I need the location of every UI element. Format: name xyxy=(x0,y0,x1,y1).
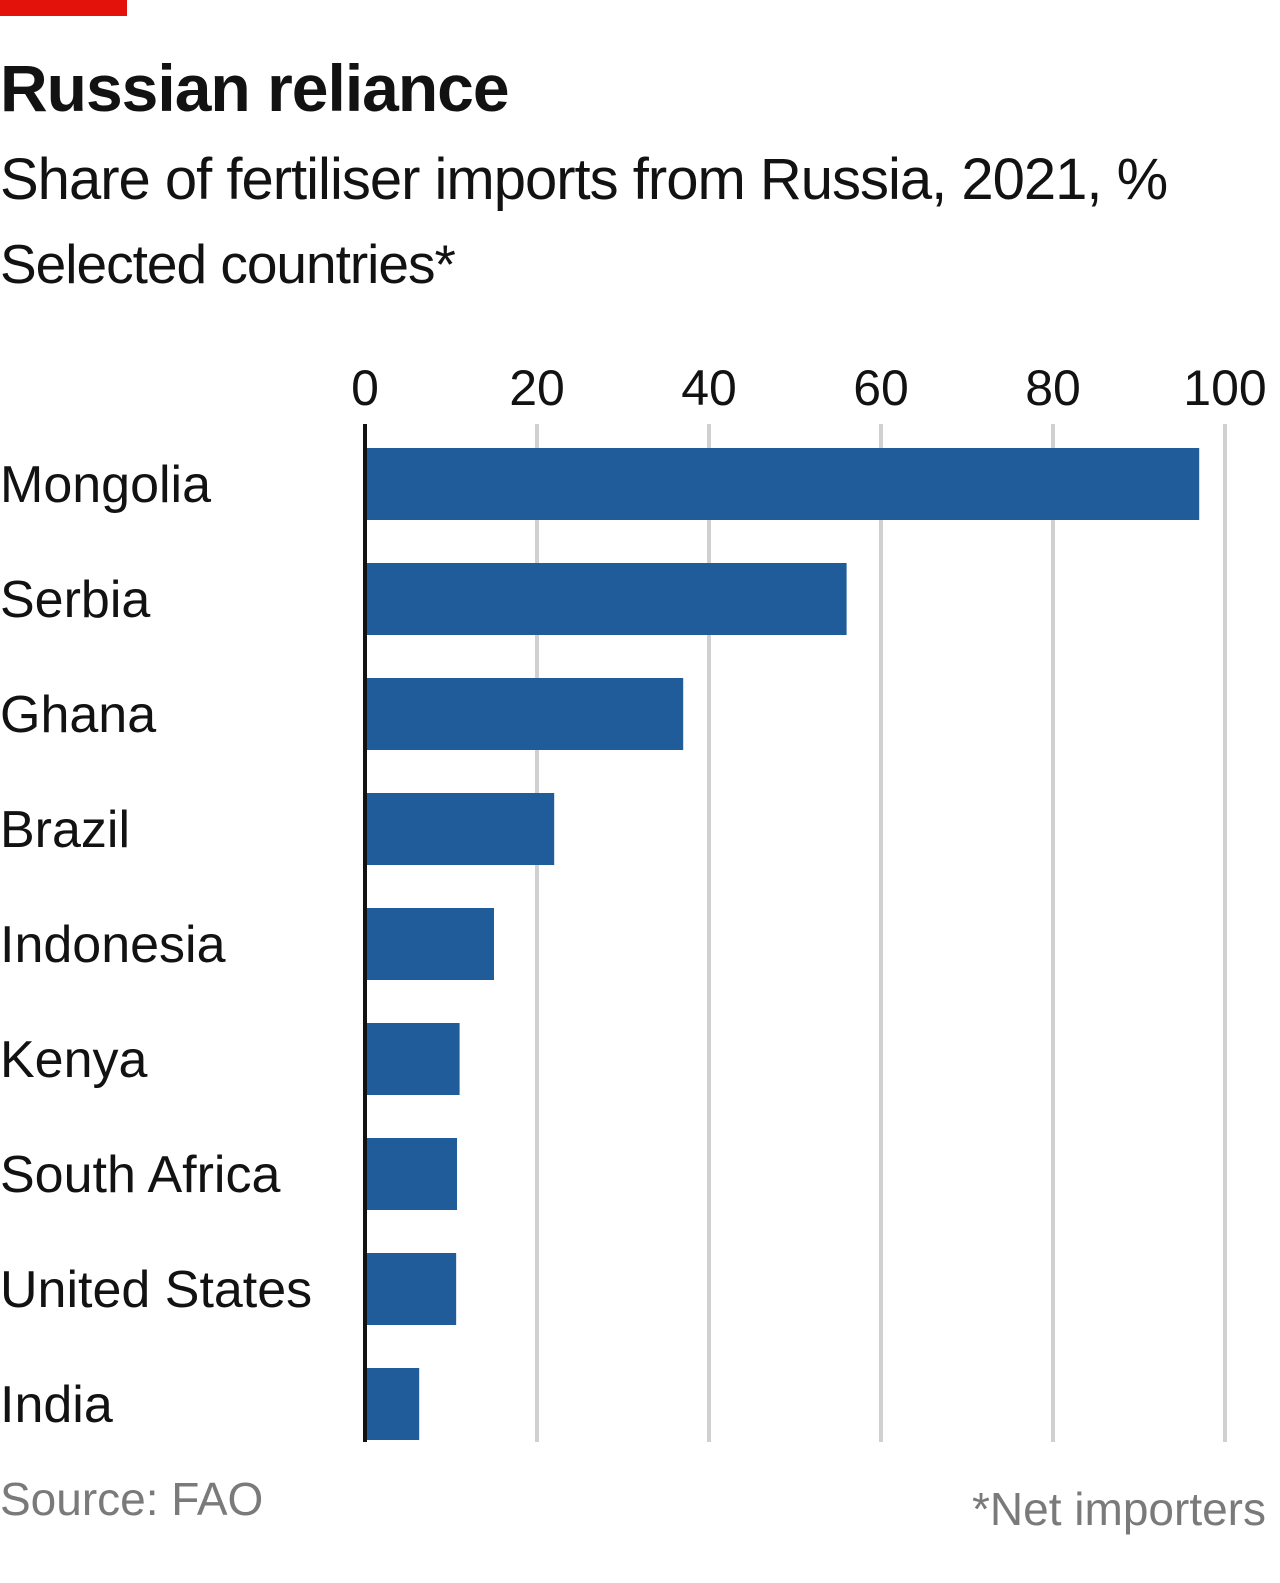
category-label: Serbia xyxy=(0,571,150,629)
category-label: South Africa xyxy=(0,1146,280,1204)
bar-kenya xyxy=(365,1023,460,1095)
chart-title: Russian reliance xyxy=(0,51,510,125)
footnote: *Net importers xyxy=(972,1483,1266,1535)
category-label: United States xyxy=(0,1261,312,1319)
bar-south-africa xyxy=(365,1138,458,1210)
x-tick-label: 60 xyxy=(853,360,909,416)
category-label: India xyxy=(0,1376,113,1434)
x-tick-label: 0 xyxy=(351,360,379,416)
x-tick-label: 40 xyxy=(681,360,737,416)
x-tick-label: 20 xyxy=(509,360,565,416)
x-axis-ticks: 0 20 40 60 80 100 xyxy=(351,360,1267,416)
bar-india xyxy=(365,1368,420,1440)
x-tick-label: 80 xyxy=(1025,360,1081,416)
x-tick-label: 100 xyxy=(1183,360,1266,416)
chart-note: Selected countries* xyxy=(0,233,456,295)
category-label: Ghana xyxy=(0,686,156,744)
bar-indonesia xyxy=(365,908,494,980)
category-labels: Mongolia Serbia Ghana Brazil Indonesia Kenya S… xyxy=(0,456,312,1434)
brand-red-tag xyxy=(0,0,127,16)
category-label: Kenya xyxy=(0,1031,148,1089)
category-label: Brazil xyxy=(0,801,130,859)
bar-serbia xyxy=(365,563,847,635)
source-note: Source: FAO xyxy=(0,1473,264,1525)
bar-mongolia xyxy=(365,448,1200,520)
bar-ghana xyxy=(365,678,684,750)
bars xyxy=(365,448,1200,1440)
bar-brazil xyxy=(365,793,555,865)
category-label: Mongolia xyxy=(0,456,211,514)
category-label: Indonesia xyxy=(0,916,226,974)
chart-subtitle: Share of fertiliser imports from Russia,… xyxy=(0,147,1168,212)
bar-united-states xyxy=(365,1253,457,1325)
